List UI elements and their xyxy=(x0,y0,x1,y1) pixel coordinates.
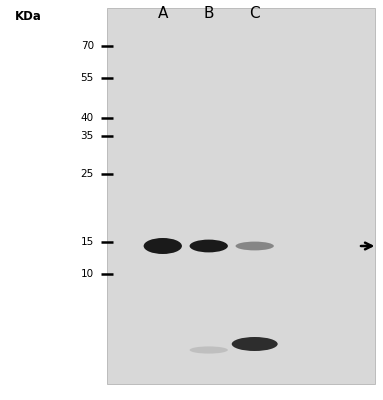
Text: 25: 25 xyxy=(80,169,94,179)
Ellipse shape xyxy=(190,240,228,252)
Ellipse shape xyxy=(190,346,228,354)
Text: 35: 35 xyxy=(80,131,94,141)
Text: A: A xyxy=(157,6,168,22)
Ellipse shape xyxy=(144,238,182,254)
Text: B: B xyxy=(203,6,214,22)
Text: 15: 15 xyxy=(80,237,94,247)
Text: 40: 40 xyxy=(81,113,94,123)
Text: KDa: KDa xyxy=(15,10,42,23)
Text: 70: 70 xyxy=(81,41,94,51)
Ellipse shape xyxy=(232,337,278,351)
FancyBboxPatch shape xyxy=(107,8,375,384)
Ellipse shape xyxy=(236,242,274,250)
Text: 55: 55 xyxy=(80,73,94,83)
Text: C: C xyxy=(249,6,260,22)
Text: 10: 10 xyxy=(81,269,94,279)
